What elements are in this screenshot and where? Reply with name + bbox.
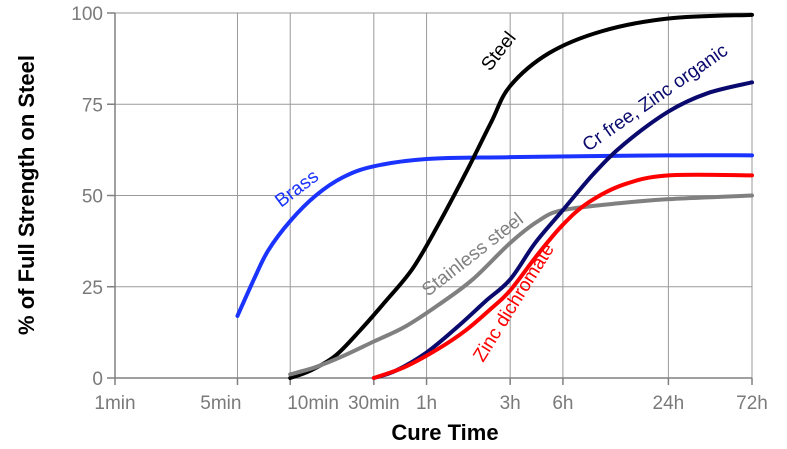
- y-tick-label-25: 25: [82, 278, 103, 299]
- series-lines: [235, 12, 754, 380]
- x-tick-label-24h: 24h: [653, 393, 685, 414]
- series-label-steel: Steel: [477, 28, 520, 75]
- grid: [114, 12, 753, 379]
- x-tick-label-1h: 1h: [416, 393, 437, 414]
- y-tick-label-75: 75: [82, 95, 103, 116]
- x-tick-label-10min: 10min: [287, 393, 339, 414]
- series-line-cr-free-zinc-organic: [371, 80, 754, 380]
- x-tick-label-3h: 3h: [500, 393, 521, 414]
- series-label-cr-free-zinc-organic: Cr free, Zinc organic: [579, 40, 732, 156]
- y-axis-title: % of Full Strength on Steel: [14, 55, 39, 335]
- series-label-brass: Brass: [271, 166, 322, 212]
- series-line-stainless-steel: [288, 193, 754, 377]
- series-line-brass: [235, 153, 754, 318]
- x-tick-label-5min: 5min: [200, 393, 241, 414]
- axes: [107, 12, 753, 385]
- x-tick-label-72h: 72h: [736, 393, 768, 414]
- x-tick-label-30min: 30min: [348, 393, 400, 414]
- x-tick-label-1min: 1min: [94, 393, 135, 414]
- tick-labels: 1min 5min 10min 30min 1h 3h 6h 24h 72h 0 25 50 75 100: [71, 4, 768, 414]
- x-axis-title: Cure Time: [391, 420, 498, 445]
- y-tick-label-0: 0: [92, 369, 103, 390]
- series-labels: Brass Steel Stainless steel Cr free, Zin…: [271, 28, 731, 366]
- y-tick-label-100: 100: [71, 4, 103, 25]
- y-tick-label-50: 50: [82, 187, 103, 208]
- x-tick-label-6h: 6h: [552, 393, 573, 414]
- series-line-zinc-dichromate: [371, 172, 754, 380]
- series-line-steel: [288, 12, 754, 380]
